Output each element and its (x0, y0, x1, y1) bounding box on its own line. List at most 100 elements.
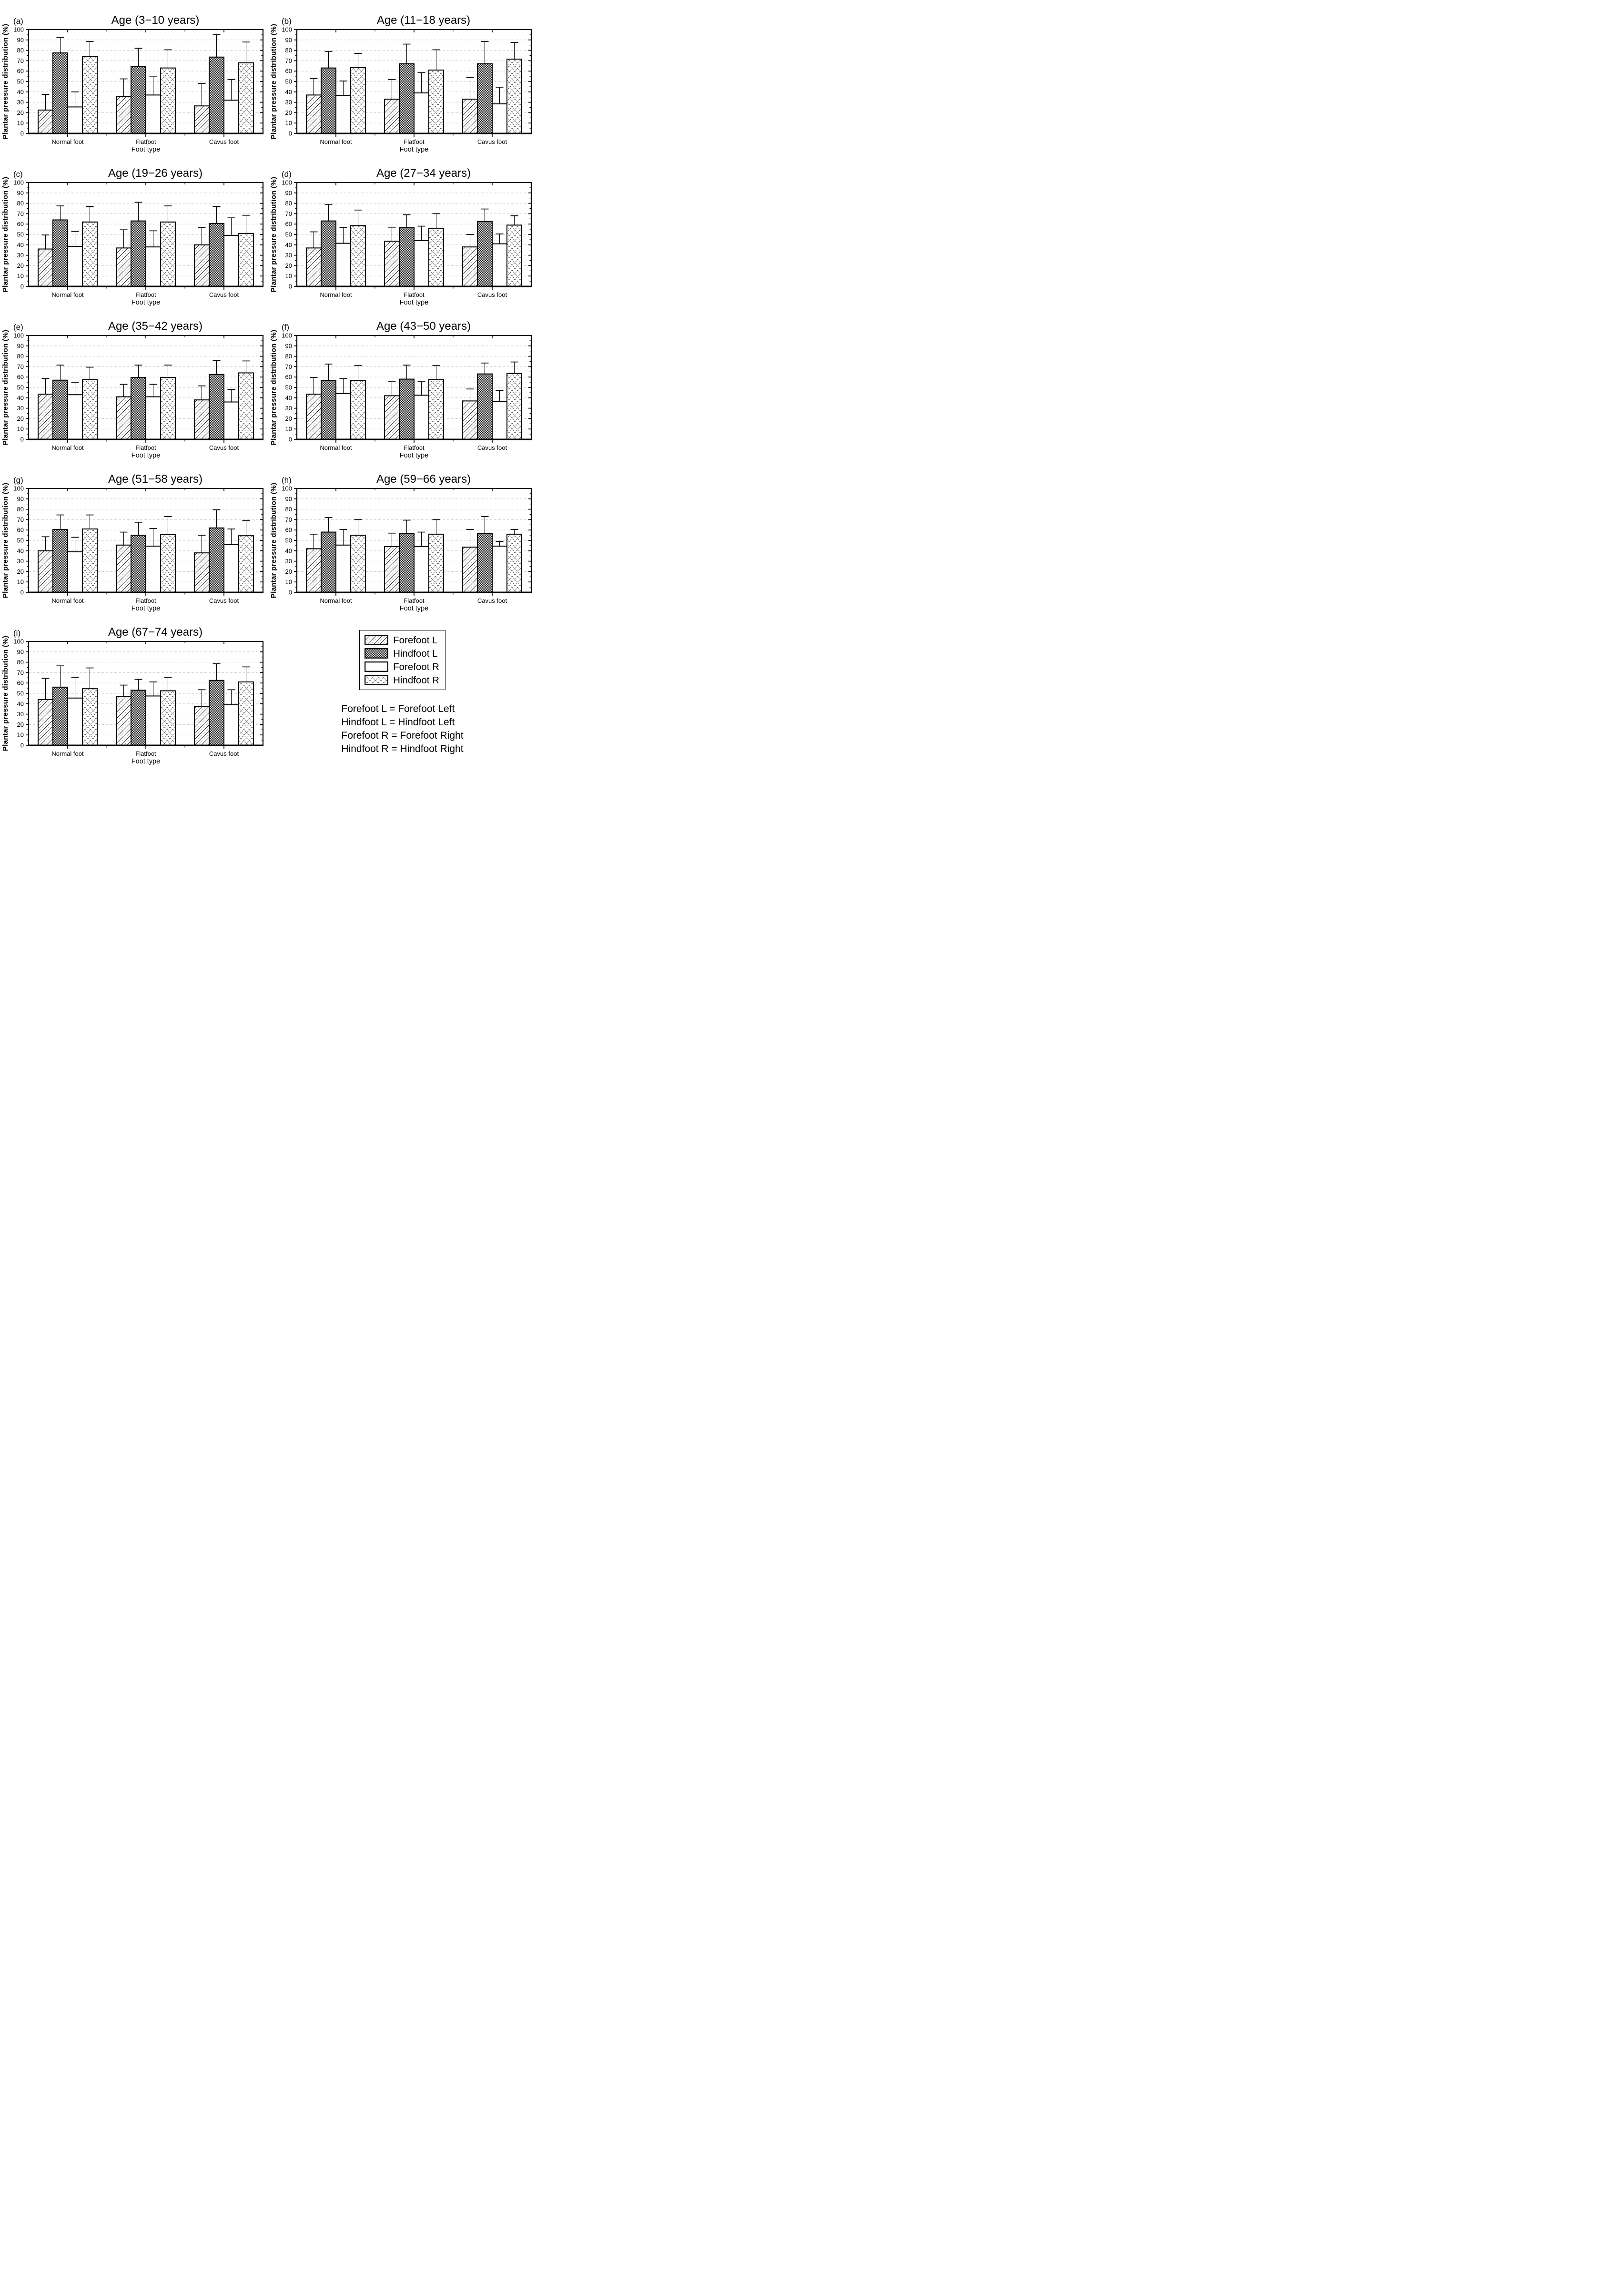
y-tick-label: 80 (17, 200, 24, 207)
bar-forefoot-l (384, 241, 400, 287)
error-bar (432, 519, 440, 534)
bar-forefoot-r (145, 545, 161, 593)
error-bar (86, 667, 94, 689)
x-tick-label: Normal foot (51, 444, 84, 451)
chart-panel-c: 0 10 20 30 40 50 60 70 80 90 100 Normal foot Flatfoo… (0, 153, 268, 306)
bar-hindfoot-l (321, 67, 336, 134)
bar-forefoot-l (306, 94, 322, 134)
error-bar (198, 385, 206, 400)
bar-forefoot-l (116, 247, 132, 287)
y-tick-label: 60 (17, 680, 24, 687)
y-tick-label: 80 (285, 200, 292, 207)
bar-hindfoot-l (399, 227, 415, 287)
y-tick-label: 30 (285, 99, 292, 106)
bar-hindfoot-r (350, 67, 366, 134)
y-tick-label: 50 (285, 384, 292, 391)
bar-forefoot-l (384, 99, 400, 134)
bar-forefoot-l (116, 96, 132, 134)
error-bar (310, 78, 318, 95)
bar-forefoot-r (145, 94, 161, 134)
bar-forefoot-r (67, 697, 83, 746)
error-bar (86, 366, 94, 380)
error-bar (310, 231, 318, 248)
bar-hindfoot-r (160, 377, 176, 440)
y-tick-label: 90 (17, 189, 24, 196)
bar-forefoot-r (492, 545, 507, 593)
bar-hindfoot-r (238, 681, 254, 746)
x-tick-label: Cavus foot (209, 750, 239, 757)
y-tick-label: 70 (17, 516, 24, 523)
bar-hindfoot-l (52, 686, 68, 746)
error-bar (388, 532, 396, 547)
error-bar (134, 679, 142, 691)
bar-hindfoot-r (82, 688, 98, 746)
bar-hindfoot-r (238, 233, 254, 287)
error-bar (164, 49, 172, 68)
error-bar (164, 365, 172, 378)
x-axis-label: Foot type (400, 452, 428, 459)
panel-title: Age (43−50 years) (376, 320, 471, 333)
y-tick-label: 70 (17, 363, 24, 370)
panel-letter: (a) (13, 17, 23, 26)
y-tick-label: 90 (285, 495, 292, 502)
x-tick-label: Normal foot (320, 291, 352, 298)
bar-hindfoot-r (82, 379, 98, 440)
bar-hindfoot-l (131, 535, 146, 593)
error-bar (432, 49, 440, 71)
bar-chart-h: 0 10 20 30 40 50 60 70 80 90 100 Normal foot Flatfoo… (270, 473, 532, 612)
y-tick-label: 30 (17, 99, 24, 106)
y-tick-label: 100 (13, 179, 24, 186)
y-tick-label: 60 (17, 374, 24, 381)
y-tick-label: 20 (285, 109, 292, 116)
bar-forefoot-r (335, 544, 351, 593)
y-tick-label: 80 (17, 506, 24, 513)
error-bar (354, 519, 362, 536)
bar-chart-i: 0 10 20 30 40 50 60 70 80 90 100 Normal foot Flatfoo… (1, 626, 264, 765)
bar-hindfoot-l (209, 374, 224, 440)
y-tick-label: 50 (285, 537, 292, 544)
bar-forefoot-l (384, 395, 400, 440)
x-tick-label: Cavus foot (209, 291, 239, 298)
bar-forefoot-r (67, 246, 83, 287)
y-tick-label: 90 (17, 648, 24, 655)
y-tick-label: 60 (17, 68, 24, 75)
error-bar (510, 361, 518, 374)
y-axis-label: Plantar pressure distribution (%) (270, 330, 278, 445)
bar-forefoot-r (492, 243, 507, 287)
y-axis-label: Plantar pressure distribution (%) (270, 177, 278, 292)
y-tick-label: 30 (17, 252, 24, 259)
bar-hindfoot-r (350, 380, 366, 440)
bar-hindfoot-l (209, 56, 224, 134)
y-axis-label: Plantar pressure distribution (%) (1, 483, 10, 598)
error-bar (149, 76, 157, 95)
x-tick-label: Flatfoot (404, 597, 425, 604)
bar-chart-f: 0 10 20 30 40 50 60 70 80 90 100 Normal foot Flatfoo… (270, 320, 532, 459)
error-bar (120, 531, 128, 545)
y-tick-label: 90 (285, 342, 292, 349)
y-tick-label: 30 (285, 405, 292, 412)
bar-forefoot-r (67, 551, 83, 593)
y-tick-label: 10 (17, 273, 24, 280)
y-tick-label: 30 (285, 558, 292, 565)
y-tick-label: 0 (289, 130, 292, 137)
y-tick-label: 20 (285, 262, 292, 269)
y-tick-label: 80 (285, 47, 292, 54)
bar-forefoot-l (306, 247, 322, 287)
bar-forefoot-l (384, 546, 400, 593)
error-bar (164, 205, 172, 222)
y-tick-label: 50 (17, 231, 24, 238)
error-bar (134, 48, 142, 67)
y-tick-label: 10 (285, 120, 292, 127)
error-bar (56, 205, 64, 220)
error-bar (86, 514, 94, 529)
panel-letter: (b) (282, 17, 292, 26)
error-bar (339, 227, 347, 244)
error-bar (164, 516, 172, 535)
error-bar (71, 382, 79, 395)
x-axis-label: Foot type (400, 146, 428, 153)
axes (294, 335, 532, 443)
y-tick-label: 10 (285, 579, 292, 586)
error-bar (120, 384, 128, 397)
y-tick-label: 50 (285, 78, 292, 85)
bar-chart-c: 0 10 20 30 40 50 60 70 80 90 100 Normal foot Flatfoo… (1, 167, 264, 306)
